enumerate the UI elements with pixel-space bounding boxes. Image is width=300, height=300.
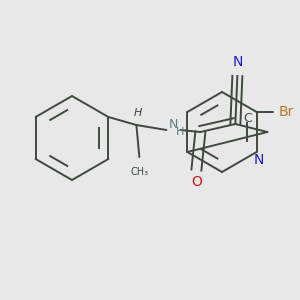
Text: O: O — [191, 175, 202, 189]
Text: N: N — [254, 153, 264, 167]
Text: H: H — [176, 127, 185, 137]
Text: N: N — [168, 118, 178, 131]
Text: N: N — [232, 55, 243, 69]
Text: Br: Br — [279, 105, 294, 119]
Text: CH₃: CH₃ — [130, 167, 148, 177]
Text: H: H — [134, 108, 142, 118]
Text: C: C — [243, 112, 252, 125]
